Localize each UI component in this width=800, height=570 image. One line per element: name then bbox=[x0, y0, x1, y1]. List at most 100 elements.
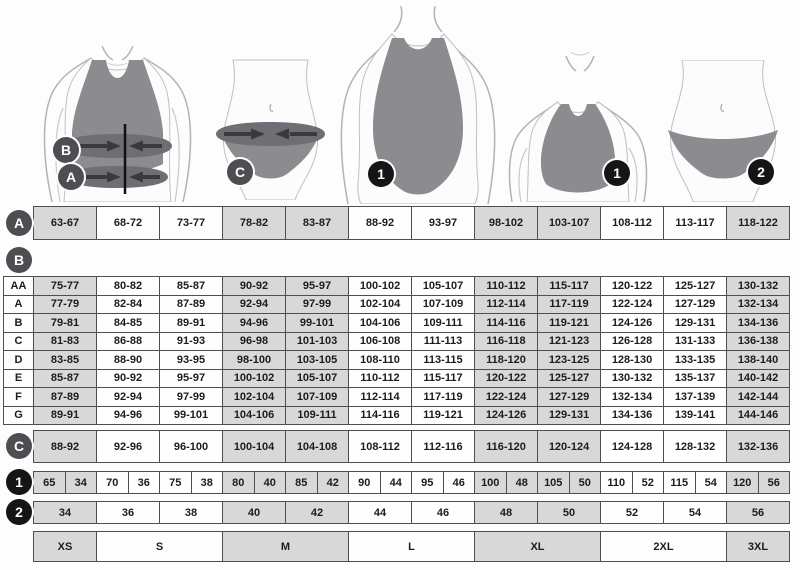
table-cell: 93-97 bbox=[412, 207, 475, 240]
size-label-cell: S bbox=[97, 532, 223, 562]
table-cell: 116-120 bbox=[475, 431, 538, 463]
table-cell: 107-109 bbox=[286, 388, 349, 407]
cup-row-label: F bbox=[4, 388, 34, 407]
table-cell: 115-117 bbox=[412, 369, 475, 388]
table-cell: 34 bbox=[34, 502, 97, 524]
table-cell: 104-106 bbox=[349, 314, 412, 333]
table-cell: 123-125 bbox=[538, 351, 601, 370]
table-cell: 109-111 bbox=[412, 314, 475, 333]
table-cell: 56 bbox=[758, 472, 790, 494]
table-cell: 95 bbox=[412, 472, 444, 494]
cup-row-label: B bbox=[4, 314, 34, 333]
table-cell: 75 bbox=[160, 472, 192, 494]
table-cell: 77-79 bbox=[34, 295, 97, 314]
table-cell: 120-124 bbox=[538, 431, 601, 463]
cup-row-label: C bbox=[4, 332, 34, 351]
table-cell: 79-81 bbox=[34, 314, 97, 333]
table-cell: 120-122 bbox=[601, 277, 664, 296]
table-cell: 134-136 bbox=[727, 314, 790, 333]
hip-range-table: 88-92 92-96 96-100 100-104 104-108 108-112 112… bbox=[33, 430, 790, 463]
table-cell: 120-122 bbox=[475, 369, 538, 388]
table-cell: 113-117 bbox=[664, 207, 727, 240]
table-cell: 88-92 bbox=[34, 431, 97, 463]
table-cell: 42 bbox=[286, 502, 349, 524]
row-c-badge: C bbox=[6, 433, 32, 459]
table-cell: 56 bbox=[727, 502, 790, 524]
size-label-cell: XS bbox=[34, 532, 97, 562]
table-cell: 83-85 bbox=[34, 351, 97, 370]
table-cell: 99-101 bbox=[160, 406, 223, 425]
table-cell: 127-129 bbox=[664, 295, 727, 314]
table-cell: 78-82 bbox=[223, 207, 286, 240]
table-cell: 105 bbox=[538, 472, 570, 494]
table-cell: 89-91 bbox=[160, 314, 223, 333]
table-cell: 112-114 bbox=[475, 295, 538, 314]
size-label-cell: 3XL bbox=[727, 532, 790, 562]
letter-size-table: XS S M L XL 2XL 3XL bbox=[33, 531, 790, 562]
table-cell: 102-104 bbox=[349, 295, 412, 314]
table-cell: 44 bbox=[380, 472, 412, 494]
panty-illustration bbox=[668, 60, 778, 202]
table-cell: 80-82 bbox=[97, 277, 160, 296]
table-cell: 134-136 bbox=[601, 406, 664, 425]
panty-2-badge: 2 bbox=[748, 159, 774, 185]
table-cell: 97-99 bbox=[160, 388, 223, 407]
size-label-cell: XL bbox=[475, 532, 601, 562]
table-cell: 130-132 bbox=[727, 277, 790, 296]
table-cell: 114-116 bbox=[349, 406, 412, 425]
table-cell: 108-112 bbox=[601, 207, 664, 240]
table-cell: 95-97 bbox=[286, 277, 349, 296]
cup-size-table: AA 75-77 80-82 85-87 90-92 95-97 100-102 105-10… bbox=[3, 276, 790, 425]
swimsuit-illustration bbox=[340, 6, 496, 204]
size-label-cell: 2XL bbox=[601, 532, 727, 562]
table-cell: 63-67 bbox=[34, 207, 97, 240]
swimsuit-1-badge: 1 bbox=[368, 161, 394, 187]
table-cell: 115-117 bbox=[538, 277, 601, 296]
table-cell: 40 bbox=[223, 502, 286, 524]
row-2-badge: 2 bbox=[6, 499, 32, 525]
table-cell: 117-119 bbox=[412, 388, 475, 407]
table-cell: 129-131 bbox=[664, 314, 727, 333]
table-cell: 80 bbox=[223, 472, 255, 494]
bra-measurement-illustration bbox=[43, 45, 192, 202]
table-cell: 95-97 bbox=[160, 369, 223, 388]
table-cell: 73-77 bbox=[160, 207, 223, 240]
table-cell: 103-107 bbox=[538, 207, 601, 240]
table-cell: 137-139 bbox=[664, 388, 727, 407]
table-cell: 119-121 bbox=[538, 314, 601, 333]
table-cell: 85-87 bbox=[160, 277, 223, 296]
table-cell: 120 bbox=[727, 472, 759, 494]
table-cell: 132-134 bbox=[727, 295, 790, 314]
table-cell: 48 bbox=[475, 502, 538, 524]
table-cell: 125-127 bbox=[664, 277, 727, 296]
table-cell: 144-146 bbox=[727, 406, 790, 425]
table-cell: 114-116 bbox=[475, 314, 538, 333]
table-cell: 38 bbox=[160, 502, 223, 524]
table-cell: 87-89 bbox=[160, 295, 223, 314]
table-cell: 136-138 bbox=[727, 332, 790, 351]
table-cell: 46 bbox=[443, 472, 475, 494]
table-cell: 90-92 bbox=[97, 369, 160, 388]
table-cell: 112-114 bbox=[349, 388, 412, 407]
table-cell: 117-119 bbox=[538, 295, 601, 314]
table-cell: 125-127 bbox=[538, 369, 601, 388]
table-cell: 104-106 bbox=[223, 406, 286, 425]
table-cell: 96-100 bbox=[160, 431, 223, 463]
size-label-cell: M bbox=[223, 532, 349, 562]
cup-row-label: D bbox=[4, 351, 34, 370]
table-cell: 84-85 bbox=[97, 314, 160, 333]
table-cell: 94-96 bbox=[97, 406, 160, 425]
table-cell: 105-107 bbox=[412, 277, 475, 296]
table-cell: 87-89 bbox=[34, 388, 97, 407]
table-cell: 100-104 bbox=[223, 431, 286, 463]
table-cell: 93-95 bbox=[160, 351, 223, 370]
table-cell: 139-141 bbox=[664, 406, 727, 425]
table-cell: 90 bbox=[349, 472, 381, 494]
table-cell: 110-112 bbox=[475, 277, 538, 296]
table-cell: 83-87 bbox=[286, 207, 349, 240]
cup-row-label: G bbox=[4, 406, 34, 425]
table-cell: 40 bbox=[254, 472, 286, 494]
table-cell: 98-102 bbox=[475, 207, 538, 240]
numeric-size-table: 34 36 38 40 42 44 46 48 50 52 54 56 bbox=[33, 501, 790, 524]
